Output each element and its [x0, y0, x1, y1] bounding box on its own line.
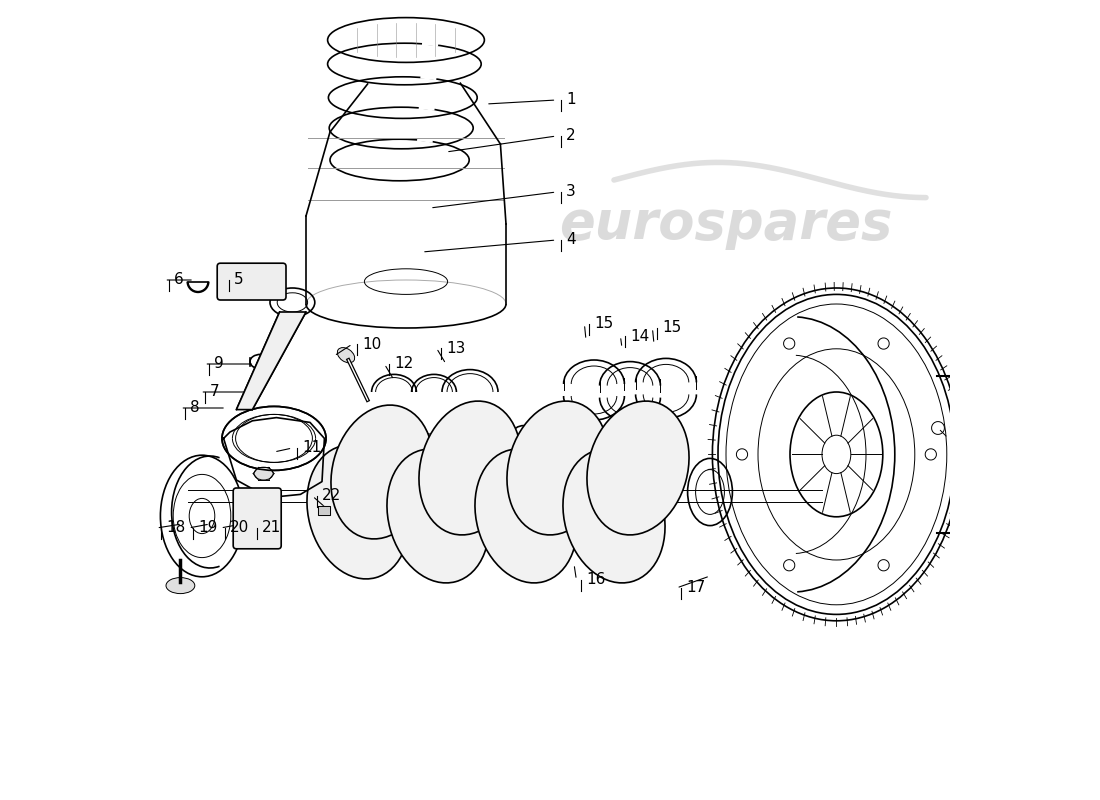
- Ellipse shape: [338, 347, 354, 363]
- Text: 9: 9: [214, 357, 223, 371]
- Text: 12: 12: [394, 357, 414, 371]
- Text: 6: 6: [174, 273, 184, 287]
- Ellipse shape: [978, 422, 991, 433]
- Text: 14: 14: [630, 329, 649, 343]
- Text: 2: 2: [566, 129, 575, 143]
- Text: 22: 22: [322, 489, 341, 503]
- Text: 1: 1: [566, 93, 575, 107]
- Ellipse shape: [331, 405, 433, 539]
- Text: 15: 15: [662, 321, 681, 335]
- Ellipse shape: [964, 527, 977, 538]
- Ellipse shape: [978, 476, 991, 487]
- Text: 3: 3: [566, 185, 575, 199]
- Text: 7: 7: [210, 385, 220, 399]
- Text: eurospares: eurospares: [559, 198, 893, 250]
- Ellipse shape: [419, 401, 521, 535]
- Text: 18: 18: [166, 521, 185, 535]
- Ellipse shape: [307, 445, 409, 579]
- Ellipse shape: [964, 370, 977, 382]
- Text: 20: 20: [230, 521, 250, 535]
- Text: 5: 5: [234, 273, 243, 287]
- Text: 17: 17: [686, 581, 705, 595]
- Text: 15: 15: [594, 317, 614, 331]
- Text: 4: 4: [566, 233, 575, 247]
- Polygon shape: [318, 506, 330, 515]
- Text: 21: 21: [262, 521, 282, 535]
- FancyBboxPatch shape: [233, 488, 282, 549]
- Ellipse shape: [387, 449, 490, 583]
- Text: 10: 10: [362, 337, 382, 351]
- Ellipse shape: [475, 449, 578, 583]
- Polygon shape: [236, 312, 306, 410]
- Ellipse shape: [587, 401, 689, 535]
- Ellipse shape: [254, 467, 273, 480]
- Ellipse shape: [166, 578, 195, 594]
- FancyBboxPatch shape: [217, 263, 286, 300]
- Text: 16: 16: [586, 573, 605, 587]
- Text: 11: 11: [302, 441, 321, 455]
- Text: 13: 13: [446, 341, 465, 355]
- Ellipse shape: [507, 401, 609, 535]
- Text: 19: 19: [198, 521, 218, 535]
- Text: 8: 8: [190, 401, 199, 415]
- Ellipse shape: [563, 449, 666, 583]
